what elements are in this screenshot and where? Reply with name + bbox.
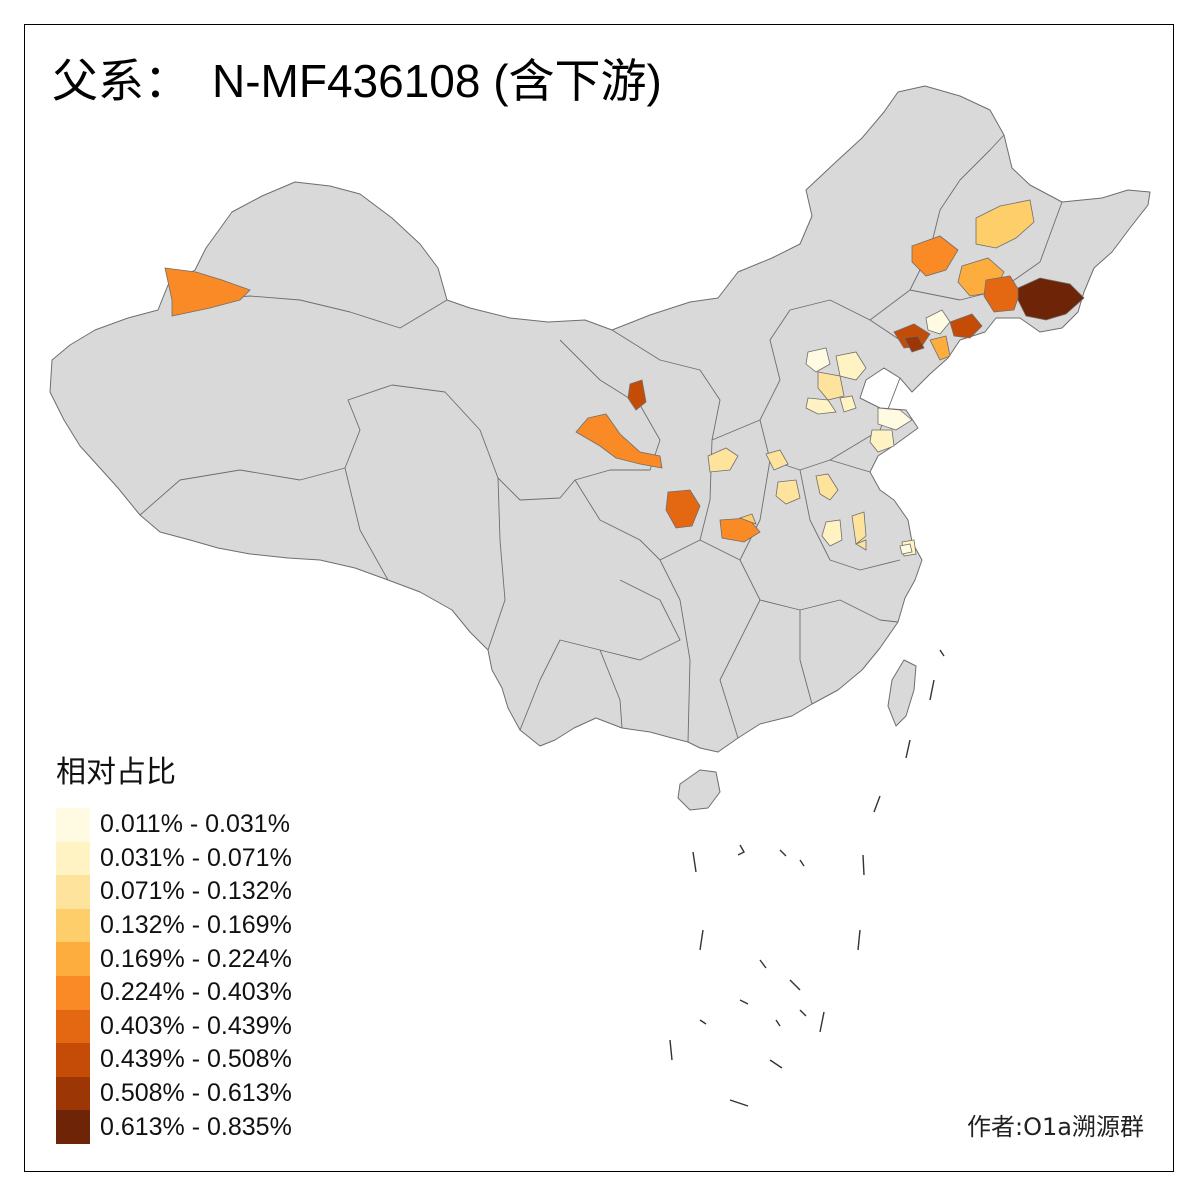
region-滁州: [855, 539, 867, 551]
region-保定: [805, 397, 837, 415]
region-北京-廊坊: [835, 351, 867, 381]
legend-label: 0.439% - 0.508%: [100, 1045, 292, 1074]
hainan-island: [677, 769, 721, 811]
region-黑河: [975, 199, 1035, 249]
legend-title: 相对占比: [56, 755, 176, 790]
region-锦州: [903, 335, 925, 353]
region-宿州: [851, 511, 867, 545]
legend-label: 0.613% - 0.835%: [100, 1112, 292, 1141]
region-南阳: [738, 513, 757, 525]
legend-label: 0.071% - 0.132%: [100, 877, 292, 906]
author-credit: 作者:O1a溯源群: [967, 1113, 1144, 1141]
legend-rows: 0.011% - 0.031% 0.031% - 0.071% 0.071% - 0…: [56, 808, 292, 1144]
region-塔城-伊犁: [164, 267, 251, 317]
region-长治: [765, 449, 789, 471]
region-沧州: [839, 395, 857, 413]
legend-swatch: [56, 1076, 90, 1111]
region-南通: [899, 543, 913, 555]
region-济宁: [815, 473, 839, 501]
region-庆阳: [665, 489, 701, 529]
legend-item: 0.224% - 0.403%: [56, 975, 292, 1010]
legend-item: 0.508% - 0.613%: [56, 1076, 292, 1111]
legend: 相对占比 0.011% - 0.031% 0.031% - 0.071% 0.071…: [56, 758, 292, 1144]
region-延边: [1017, 277, 1085, 321]
legend-label: 0.169% - 0.224%: [100, 944, 292, 973]
legend-swatch: [56, 975, 90, 1010]
legend-swatch: [56, 908, 90, 943]
legend-swatch: [56, 841, 90, 876]
legend-swatch: [56, 808, 90, 842]
legend-swatch: [56, 1110, 90, 1144]
region-吉林: [983, 275, 1021, 313]
legend-label: 0.031% - 0.071%: [100, 843, 292, 872]
taiwan-island: [887, 659, 917, 727]
legend-label: 0.403% - 0.439%: [100, 1011, 292, 1040]
legend-item: 0.071% - 0.132%: [56, 875, 292, 909]
region-乌海: [627, 379, 647, 411]
title-prefix: 父系：: [52, 54, 190, 108]
region-辽阳: [929, 335, 951, 361]
region-兰州-白银: [575, 413, 663, 469]
region-唐山: [817, 371, 845, 401]
legend-item: 0.169% - 0.224%: [56, 942, 292, 976]
legend-item: 0.031% - 0.071%: [56, 841, 292, 876]
region-本溪: [949, 313, 983, 339]
region-徐州: [821, 519, 843, 547]
region-张家口: [805, 347, 831, 373]
region-青岛: [869, 429, 895, 453]
legend-swatch: [56, 1009, 90, 1044]
page-title: 父系： N-MF436108 (含下游): [52, 58, 662, 104]
legend-item: 0.613% - 0.835%: [56, 1110, 292, 1144]
legend-label: 0.011% - 0.031%: [100, 810, 290, 839]
region-烟台: [877, 407, 913, 431]
legend-label: 0.224% - 0.403%: [100, 978, 292, 1007]
title-haplogroup: N-MF436108 (含下游): [212, 55, 662, 107]
legend-swatch: [56, 1043, 90, 1077]
legend-swatch: [56, 942, 90, 976]
legend-item: 0.011% - 0.031%: [56, 808, 292, 842]
legend-label: 0.508% - 0.613%: [100, 1079, 292, 1108]
legend-item: 0.403% - 0.439%: [56, 1009, 292, 1044]
region-平凉: [707, 447, 739, 473]
region-朝阳: [925, 309, 951, 335]
legend-label: 0.132% - 0.169%: [100, 911, 292, 940]
region-兴安: [911, 235, 959, 277]
legend-item: 0.439% - 0.508%: [56, 1043, 292, 1077]
legend-swatch: [56, 875, 90, 909]
region-邯郸: [775, 479, 801, 505]
legend-item: 0.132% - 0.169%: [56, 908, 292, 943]
